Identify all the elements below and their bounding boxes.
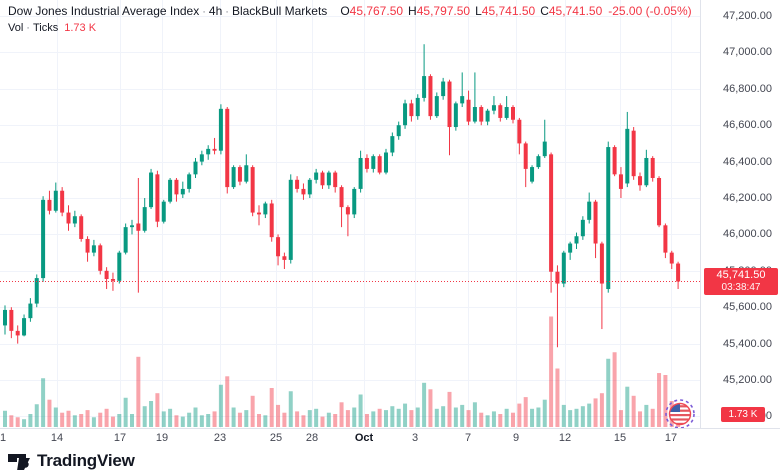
ohlc-value: 45,767.50: [349, 4, 404, 18]
indicator-name: Vol: [8, 22, 24, 34]
volume-badge: 1.73 K: [721, 407, 765, 422]
ohlc-value: 45,797.50: [416, 4, 471, 18]
indicator-value: 1.73 K: [64, 22, 97, 34]
tradingview-mark-icon: [8, 454, 30, 470]
broker-label: BlackBull Markets: [231, 4, 328, 18]
time-label: 25: [269, 432, 283, 444]
legend-row-symbol: Dow Jones Industrial Average Index · 4h · Bl…: [8, 4, 692, 20]
price-tick-label: 46,200.00: [723, 192, 772, 204]
price-tick-label: 46,600.00: [723, 119, 772, 132]
ohlc-value: 45,741.50: [481, 4, 536, 18]
time-label: 12: [558, 432, 572, 444]
last-price-value: 45,741.50: [716, 269, 766, 281]
ohlc-key: L: [475, 4, 482, 18]
price-tick-label: 47,200.00: [723, 10, 772, 22]
price-tick-label: 45,200.00: [723, 374, 772, 386]
time-label: 17: [664, 432, 678, 444]
price-tick-label: 46,000.00: [723, 228, 772, 241]
ohlc-values: O45,767.50 H45,797.50 L45,741.50 C45,741.50: [335, 4, 602, 18]
time-label: 19: [155, 432, 169, 444]
indicator-param: Ticks: [32, 22, 59, 34]
time-label: 1: [0, 432, 7, 444]
time-label: 28: [305, 432, 319, 444]
change-label: -25.00 (-0.05%): [608, 4, 692, 18]
interval-label[interactable]: 4h: [208, 4, 223, 18]
ohlc-key: O: [340, 4, 350, 18]
candlestick-chart-canvas[interactable]: [0, 0, 700, 429]
last-price-badge: 45,741.50 03:38:47: [704, 268, 778, 295]
price-tick-label: 45,400.00: [723, 337, 772, 350]
ohlc-value: 45,741.50: [548, 4, 603, 18]
ohlc-key: C: [540, 4, 549, 18]
price-tick-label: 46,400.00: [723, 155, 772, 168]
tradingview-logo[interactable]: TradingView: [8, 451, 135, 470]
time-label: 23: [213, 432, 227, 444]
time-axis[interactable]: 1 14 17 19 23 25 28 Oct 3 7 9 12 15 17: [0, 428, 780, 445]
ohlc-key: H: [408, 4, 417, 18]
dot-separator: ·: [26, 22, 30, 34]
time-label: 9: [512, 432, 520, 444]
us-flag-icon: [664, 398, 696, 430]
time-label: 17: [113, 432, 127, 444]
price-tick-label: 45,600.00: [723, 301, 772, 314]
symbol-title[interactable]: Dow Jones Industrial Average Index: [8, 4, 200, 18]
price-tick-label: 47,000.00: [723, 46, 772, 59]
dot-separator: ·: [202, 6, 206, 18]
time-label: 3: [411, 432, 419, 444]
time-label: 7: [464, 432, 472, 444]
volume-indicator-row[interactable]: Vol · Ticks 1.73 K: [8, 21, 692, 36]
time-label: Oct: [354, 432, 374, 444]
price-tick-label: 46,800.00: [723, 82, 772, 95]
price-axis[interactable]: 45,741.50 03:38:47 1.73 K 47,200.00 47,00…: [700, 0, 780, 444]
time-label: 14: [50, 432, 64, 444]
bar-countdown: 03:38:47: [721, 282, 761, 293]
dot-separator: ·: [225, 6, 229, 18]
time-label: 15: [613, 432, 627, 444]
chart-legend: Dow Jones Industrial Average Index · 4h · Bl…: [8, 4, 692, 36]
tradingview-wordmark: TradingView: [37, 451, 135, 470]
